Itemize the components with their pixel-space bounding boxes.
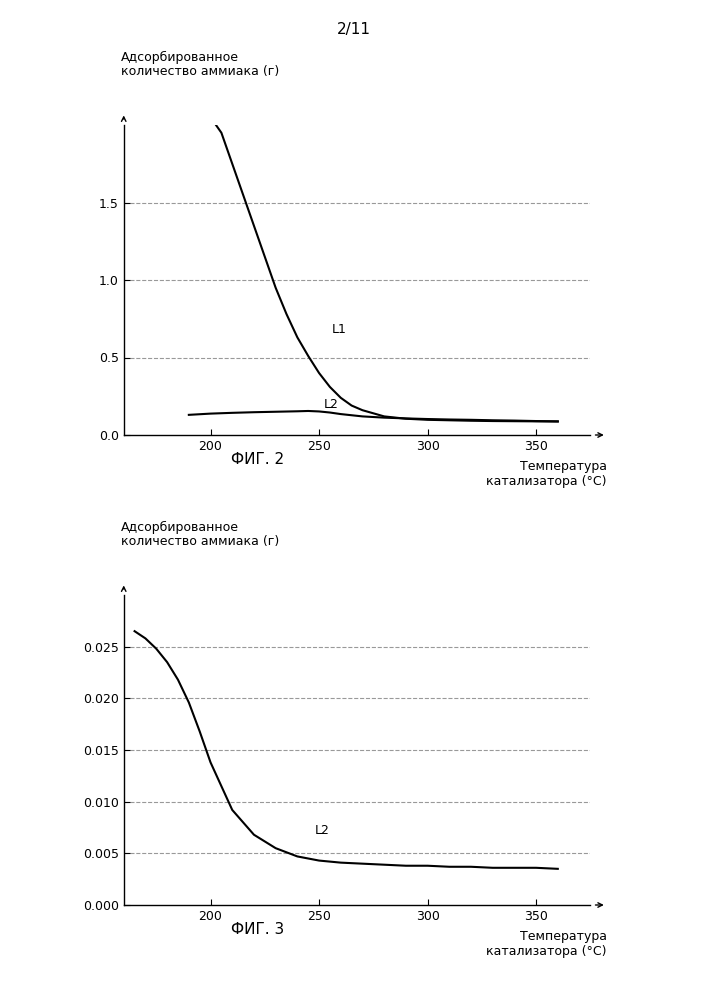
Text: L1: L1 xyxy=(332,323,347,336)
Text: Адсорбированное
количество аммиака (г): Адсорбированное количество аммиака (г) xyxy=(122,50,280,79)
Text: L2: L2 xyxy=(315,824,329,837)
Text: ФИГ. 2: ФИГ. 2 xyxy=(231,452,285,467)
Text: Адсорбированное
количество аммиака (г): Адсорбированное количество аммиака (г) xyxy=(122,520,280,548)
Text: ФИГ. 3: ФИГ. 3 xyxy=(231,922,285,937)
Text: Температура
катализатора (°C): Температура катализатора (°C) xyxy=(486,930,607,958)
Text: L2: L2 xyxy=(323,398,338,411)
Text: Температура
катализатора (°C): Температура катализатора (°C) xyxy=(486,460,607,488)
Text: 2/11: 2/11 xyxy=(337,22,370,37)
